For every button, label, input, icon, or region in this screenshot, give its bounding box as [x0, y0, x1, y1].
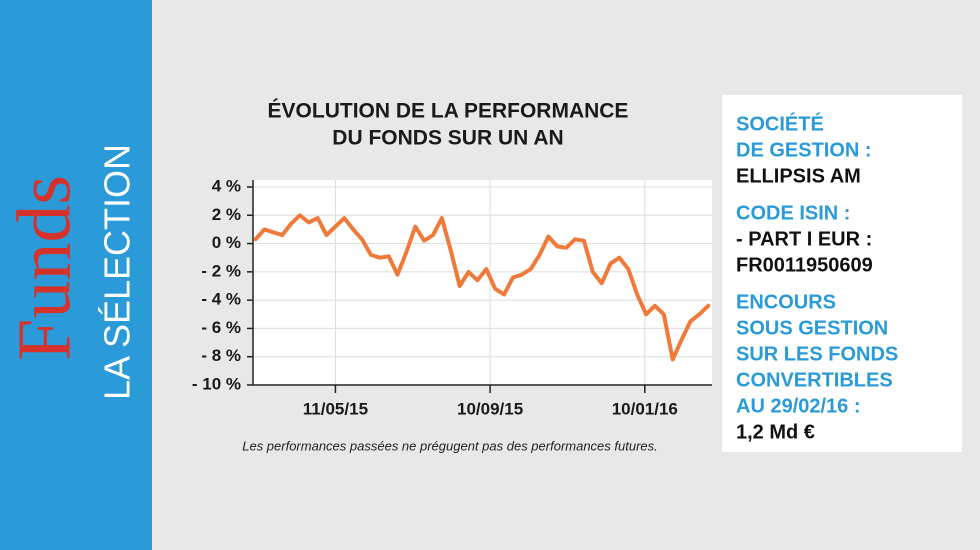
chart-title: ÉVOLUTION DE LA PERFORMANCE	[268, 100, 629, 123]
y-tick-label: - 2 %	[201, 261, 241, 280]
info-label: ENCOURS	[736, 291, 836, 313]
y-tick-label: - 10 %	[192, 374, 241, 393]
x-tick-label: 10/01/16	[612, 399, 678, 418]
y-tick-label: 0 %	[212, 233, 241, 252]
y-tick-label: 4 %	[212, 176, 241, 195]
info-value: FR0011950609	[736, 254, 873, 276]
info-label: SUR LES FONDS	[736, 343, 898, 365]
x-tick-label: 10/09/15	[457, 399, 523, 418]
info-value: 1,2 Md €	[736, 421, 815, 443]
info-label: SOCIÉTÉ	[736, 112, 824, 135]
info-label: CONVERTIBLES	[736, 369, 893, 391]
footnote: Les performances passées ne prégugent pa…	[242, 438, 658, 453]
sidebar	[0, 0, 152, 550]
info-label: DE GESTION :	[736, 139, 872, 161]
info-label: CODE ISIN :	[736, 202, 850, 224]
info-label: AU 29/02/16 :	[736, 395, 861, 417]
section-title: LA SÉLECTION	[97, 144, 138, 400]
y-tick-label: 2 %	[212, 205, 241, 224]
info-label: SOUS GESTION	[736, 317, 888, 339]
plot-area	[253, 180, 712, 385]
data-line	[253, 213, 711, 362]
brand: Funds	[2, 175, 86, 361]
chart-title: DU FONDS SUR UN AN	[332, 127, 563, 150]
info-value: - PART I EUR :	[736, 228, 872, 250]
info-box	[722, 95, 962, 452]
y-tick-label: - 8 %	[201, 346, 241, 365]
info-value: ELLIPSIS AM	[736, 165, 861, 187]
y-tick-label: - 6 %	[201, 318, 241, 337]
x-tick-label: 11/05/15	[303, 399, 368, 418]
y-tick-label: - 4 %	[201, 290, 241, 309]
